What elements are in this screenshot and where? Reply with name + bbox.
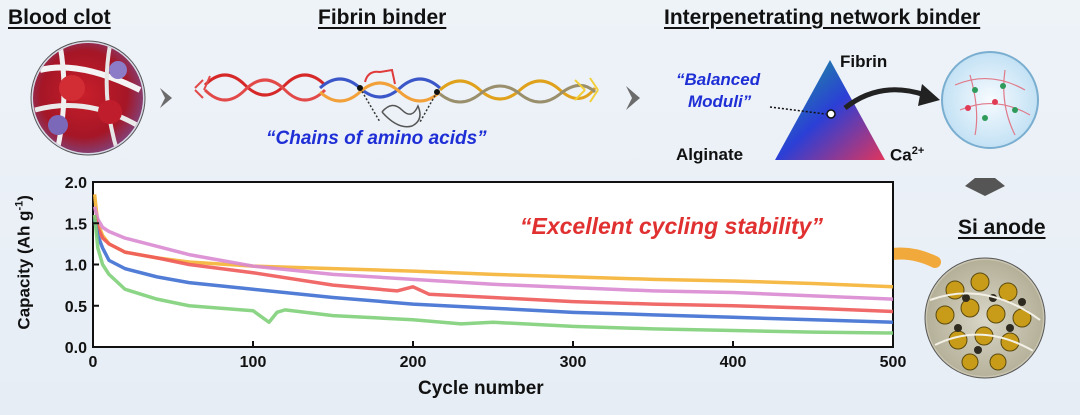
tick-layer: 0 100 200 300 400 500 0.0 0.5 1.0 1.5 2.0 — [65, 175, 907, 371]
series-line-4 — [92, 218, 894, 324]
series-line-5 — [92, 214, 894, 335]
series-line-2 — [92, 206, 894, 301]
chains-quote: “Chains of amino acids” — [266, 128, 487, 149]
curved-arrow-head-icon — [918, 84, 940, 106]
arrow-right-icon — [160, 88, 172, 108]
blood-clot-title: Blood clot — [8, 6, 111, 29]
si-anode-title: Si anode — [958, 216, 1046, 239]
arrow-right-icon — [626, 86, 640, 110]
x-tick-label: 300 — [560, 354, 587, 371]
si-anode-image — [924, 257, 1046, 379]
fibrin-helix-image — [194, 68, 599, 128]
triangle-label-ca: Ca2+ — [890, 145, 925, 165]
triangle-label-alginate: Alginate — [676, 145, 744, 164]
y-tick-label: 1.0 — [65, 258, 87, 275]
curved-arrow-icon — [843, 87, 926, 110]
network-binder-title: Interpenetrating network binder — [664, 6, 981, 29]
balanced-quote-line2: Moduli” — [688, 92, 752, 111]
x-tick-label: 400 — [720, 354, 747, 371]
x-tick-label: 200 — [400, 354, 427, 371]
y-tick-label: 0.5 — [65, 299, 87, 316]
fibrin-binder-title: Fibrin binder — [318, 6, 447, 29]
series-line-3 — [92, 214, 894, 314]
x-tick-label: 0 — [89, 354, 98, 371]
blood-clot-image — [30, 40, 146, 156]
cycling-quote: “Excellent cycling stability” — [520, 213, 823, 239]
y-axis-label: Capacity (Ah g-1) — [13, 195, 34, 330]
triangle-label-fibrin: Fibrin — [840, 52, 888, 71]
y-tick-label: 1.5 — [65, 216, 87, 233]
y-tick-label: 0.0 — [65, 340, 87, 357]
balanced-moduli-triangle — [769, 60, 885, 160]
x-axis-label: Cycle number — [418, 378, 544, 399]
arrow-down-icon — [965, 178, 1005, 196]
x-tick-label: 500 — [880, 354, 907, 371]
y-tick-label: 2.0 — [65, 175, 87, 192]
x-tick-label: 100 — [240, 354, 267, 371]
network-binder-image — [941, 51, 1039, 149]
balanced-quote-line1: “Balanced — [676, 70, 761, 89]
series-layer — [92, 194, 894, 335]
